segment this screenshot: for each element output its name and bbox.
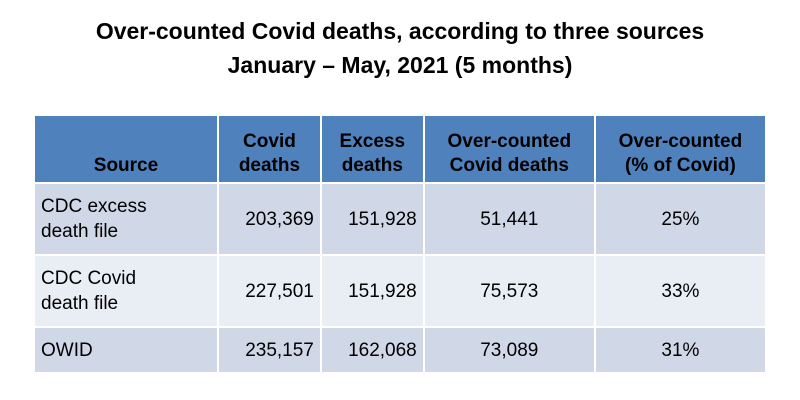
cell-covid-deaths: 227,501 [217, 254, 322, 328]
deaths-table: Source Covid deaths Excess deaths Over-c… [33, 114, 768, 374]
cell-source: CDC Covid death file [33, 254, 219, 328]
header-over-counted: Over-counted Covid deaths [422, 114, 596, 184]
cell-excess-deaths: 151,928 [319, 182, 425, 256]
header-source: Source [33, 114, 219, 184]
header-over-counted-pct-line2: (% of Covid) [625, 155, 736, 176]
chart-title: Over-counted Covid deaths, according to … [0, 14, 800, 82]
source-line-1: OWID [41, 339, 93, 361]
cell-over-counted-pct: 31% [593, 326, 768, 374]
header-covid-deaths-line2: deaths [238, 155, 301, 176]
cell-over-counted-pct: 33% [593, 254, 768, 328]
cell-source: CDC excess death file [33, 182, 219, 256]
cell-excess-deaths: 162,068 [319, 326, 425, 374]
cell-source: OWID [33, 326, 219, 374]
table-row: CDC Covid death file 227,501 151,928 75,… [33, 254, 768, 328]
title-line-2: January – May, 2021 (5 months) [227, 52, 573, 78]
header-over-counted-line1: Over-counted [447, 131, 572, 152]
header-source-label: Source [93, 155, 159, 176]
header-covid-deaths: Covid deaths [217, 114, 322, 184]
table-row: OWID 235,157 162,068 73,089 31% [33, 326, 768, 374]
header-excess-deaths-line2: deaths [341, 155, 403, 176]
cell-covid-deaths: 203,369 [217, 182, 322, 256]
header-covid-deaths-line1: Covid [243, 131, 296, 152]
source-line-1: CDC Covid [41, 268, 137, 289]
source-line-1: CDC excess [41, 196, 147, 217]
header-over-counted-pct: Over-counted (% of Covid) [593, 114, 768, 184]
cell-over-counted-pct: 25% [593, 182, 768, 256]
header-row: Source Covid deaths Excess deaths Over-c… [33, 114, 768, 184]
cell-excess-deaths: 151,928 [319, 254, 425, 328]
cell-over-counted: 51,441 [422, 182, 596, 256]
source-line-2: death file [41, 221, 119, 242]
source-line-2: death file [41, 293, 119, 314]
header-excess-deaths: Excess deaths [319, 114, 425, 184]
cell-over-counted: 75,573 [422, 254, 596, 328]
header-over-counted-line2: Covid deaths [449, 155, 569, 176]
cell-covid-deaths: 235,157 [217, 326, 322, 374]
cell-over-counted: 73,089 [422, 326, 596, 374]
header-excess-deaths-line1: Excess [339, 131, 406, 152]
title-line-1: Over-counted Covid deaths, according to … [95, 18, 705, 44]
header-over-counted-pct-line1: Over-counted [618, 131, 743, 152]
table-row: CDC excess death file 203,369 151,928 51… [33, 182, 768, 256]
